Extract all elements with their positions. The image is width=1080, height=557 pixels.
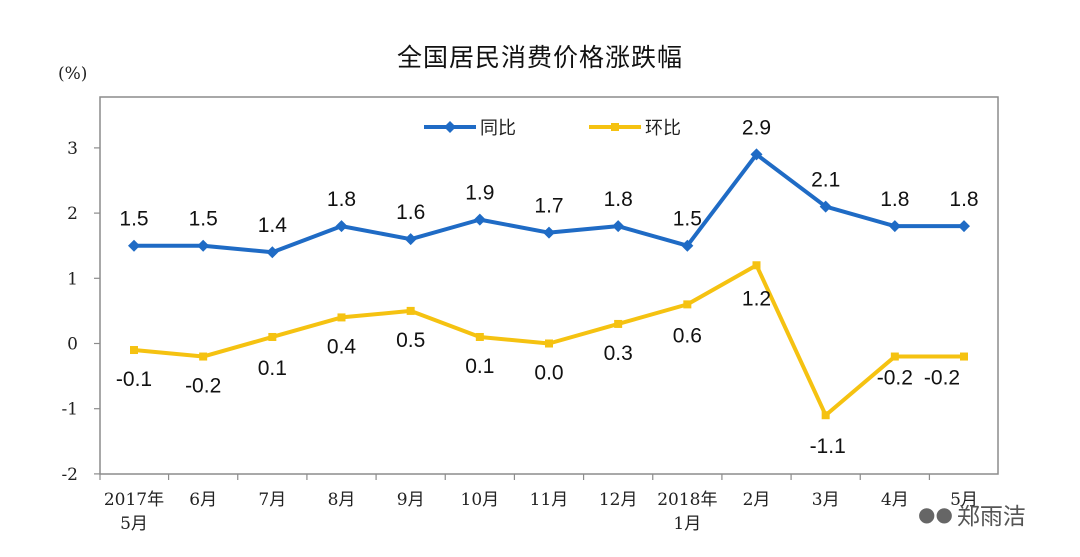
wechat-icon: ●●	[918, 502, 953, 526]
x-tick-label: 11月	[530, 490, 569, 510]
x-tick-label: 12月	[599, 490, 638, 510]
data-point	[890, 352, 899, 361]
data-label: 1.5	[673, 208, 702, 231]
data-point	[130, 346, 138, 355]
data-point	[821, 411, 830, 420]
data-label: 0.1	[465, 355, 494, 378]
y-tick-label: -1	[61, 400, 78, 420]
y-tick-label: 1	[67, 269, 78, 289]
x-tick-label: 2017年	[104, 490, 164, 510]
data-label: -0.2	[877, 367, 913, 390]
data-point	[266, 246, 279, 259]
data-label: 0.6	[673, 324, 702, 347]
data-point	[683, 300, 692, 309]
data-point	[681, 239, 694, 252]
data-point	[543, 226, 555, 239]
data-label: 1.8	[327, 188, 356, 211]
y-tick-label: 2	[67, 204, 78, 224]
data-label: 1.2	[742, 287, 771, 310]
watermark: ●● 郑雨洁	[918, 497, 1026, 531]
data-point	[128, 239, 140, 252]
y-tick-label: 3	[67, 139, 78, 159]
data-point	[335, 220, 348, 233]
data-point	[268, 332, 277, 341]
data-point	[475, 332, 484, 341]
data-point	[406, 306, 415, 315]
data-label: 0.5	[396, 329, 425, 352]
data-label: -1.1	[810, 435, 846, 458]
data-label: -0.1	[116, 368, 152, 391]
x-tick-label: 5月	[120, 514, 148, 534]
x-tick-label: 5月	[950, 490, 978, 510]
watermark-text: 郑雨洁	[956, 504, 1026, 530]
legend-label: 同比	[480, 118, 516, 139]
data-label: 1.4	[258, 214, 288, 237]
data-point	[750, 148, 763, 161]
x-tick-label: 2018年	[657, 490, 717, 510]
data-label: 1.6	[396, 201, 425, 224]
data-label: 1.7	[534, 195, 563, 218]
data-point	[612, 220, 625, 233]
legend-label: 环比	[645, 118, 681, 139]
x-tick-label: 8月	[328, 490, 356, 510]
data-label: 2.9	[742, 116, 771, 139]
data-point	[199, 352, 208, 361]
x-tick-label: 6月	[189, 490, 217, 510]
x-tick-label: 2月	[743, 490, 771, 510]
data-label: 1.5	[189, 208, 218, 231]
data-point	[337, 313, 346, 322]
x-tick-label: 9月	[397, 490, 425, 510]
data-point	[197, 239, 210, 252]
data-label: 0.4	[327, 335, 357, 358]
data-point	[888, 220, 901, 233]
data-point	[614, 319, 623, 328]
data-point	[752, 261, 761, 270]
data-label: 1.8	[949, 188, 978, 211]
x-tick-label: 3月	[812, 490, 840, 510]
plot-frame	[99, 96, 999, 475]
data-point	[404, 233, 417, 246]
chart-title: 全国居民消费价格涨跌幅	[396, 43, 683, 72]
data-label: -0.2	[924, 367, 960, 390]
data-label: -0.2	[185, 375, 221, 398]
legend-swatch-marker	[611, 123, 619, 131]
data-label: 1.8	[604, 188, 633, 211]
data-point	[545, 339, 553, 348]
y-tick-label: -2	[61, 465, 78, 485]
x-tick-label: 7月	[258, 490, 286, 510]
y-axis-unit: (%)	[58, 64, 88, 84]
data-label: 0.1	[258, 357, 287, 380]
data-label: 1.9	[465, 182, 494, 205]
data-point	[958, 220, 970, 233]
data-label: 0.3	[604, 342, 633, 365]
data-label: 2.1	[811, 169, 840, 192]
data-point	[473, 213, 486, 226]
data-label: 1.8	[880, 188, 909, 211]
x-tick-label: 1月	[673, 514, 701, 534]
data-label: 0.0	[534, 362, 563, 385]
y-tick-label: 0	[67, 335, 78, 355]
data-point	[819, 200, 832, 213]
legend-swatch-marker	[444, 121, 456, 133]
data-label: 1.5	[119, 208, 148, 231]
data-point	[960, 352, 968, 361]
x-tick-label: 4月	[881, 490, 909, 510]
x-tick-label: 10月	[461, 490, 500, 510]
